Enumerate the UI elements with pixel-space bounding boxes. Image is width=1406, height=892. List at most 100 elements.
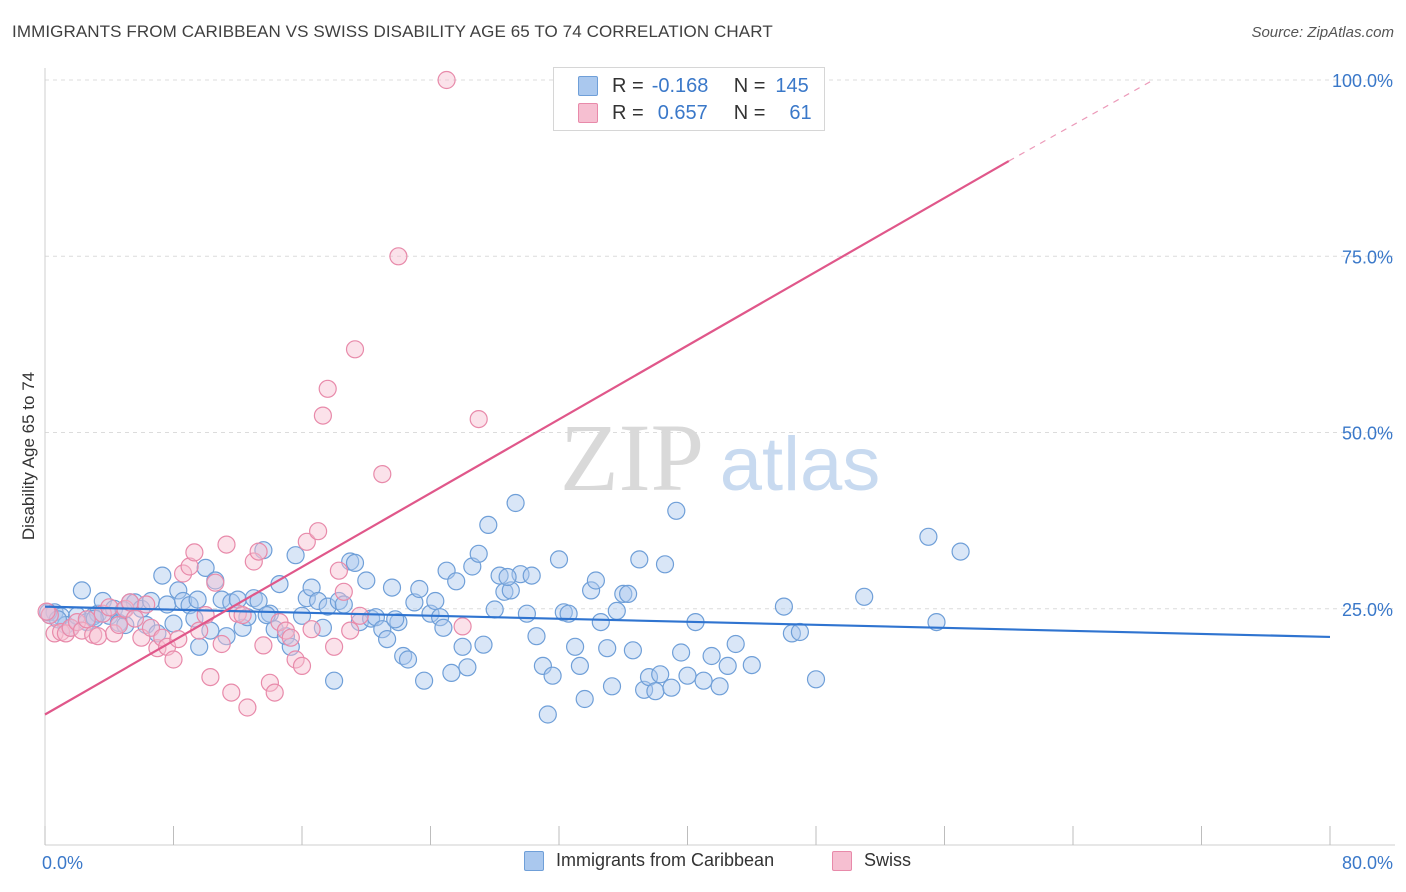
data-point-caribbean [702, 646, 721, 666]
trend-lines [44, 79, 1331, 716]
legend-row-swiss: R = 0.657 N = 61 [578, 100, 812, 126]
data-point-caribbean [618, 584, 638, 604]
data-point-caribbean [598, 639, 617, 658]
data-point-swiss [125, 609, 144, 628]
data-point-caribbean [373, 620, 392, 639]
watermark-atlas: atlas [720, 422, 881, 507]
x-tick-label: 80.0% [1342, 853, 1393, 873]
data-point-caribbean [382, 578, 402, 597]
data-point-caribbean [667, 501, 686, 520]
data-point-caribbean [479, 515, 498, 535]
data-point-caribbean [718, 656, 737, 676]
data-point-swiss [469, 410, 488, 429]
data-point-caribbean [196, 558, 215, 578]
data-point-swiss [77, 610, 96, 629]
legend-r-label: R = [612, 74, 644, 97]
data-point-swiss [437, 70, 456, 90]
y-tick-label: 50.0% [1342, 424, 1393, 444]
data-point-caribbean [495, 582, 514, 601]
data-point-caribbean [164, 614, 183, 633]
legend-r-value: -0.168 [651, 74, 709, 97]
data-point-caribbean [726, 634, 745, 654]
data-point-swiss [281, 628, 300, 647]
data-point-swiss [292, 656, 312, 676]
data-point-swiss [93, 604, 112, 623]
data-point-caribbean [447, 572, 466, 591]
data-point-caribbean [233, 618, 252, 637]
data-point-caribbean [398, 650, 418, 669]
data-point-swiss [302, 620, 321, 639]
data-point-swiss [254, 636, 273, 655]
trend-line-swiss-extension [1008, 79, 1154, 162]
data-point-caribbean [410, 579, 429, 599]
bottom-legend-swatch-pink [832, 850, 852, 871]
data-point-caribbean [357, 571, 376, 590]
data-point-swiss [238, 698, 257, 717]
data-point-caribbean [549, 550, 569, 569]
data-point-swiss [233, 605, 252, 625]
data-point-swiss [260, 673, 279, 692]
data-point-caribbean [602, 677, 622, 696]
y-tick-label: 25.0% [1342, 600, 1393, 620]
data-point-swiss [341, 621, 360, 640]
data-point-caribbean [72, 581, 92, 600]
data-point-swiss [88, 627, 108, 646]
legend-swatch-pink [578, 103, 598, 123]
data-point-caribbean [855, 587, 874, 606]
data-point-caribbean [329, 591, 348, 611]
data-point-swiss [185, 543, 204, 562]
data-point-swiss [329, 561, 348, 580]
data-point-caribbean [474, 635, 493, 654]
data-point-swiss [265, 683, 284, 702]
bottom-legend-swatch-blue [524, 850, 544, 871]
data-point-caribbean [651, 665, 670, 684]
data-point-caribbean [630, 550, 649, 569]
data-point-caribbean [318, 597, 337, 616]
data-point-swiss [345, 340, 365, 359]
data-point-caribbean [591, 612, 610, 632]
data-point-caribbean [517, 604, 537, 623]
data-point-swiss [309, 522, 328, 541]
data-point-caribbean [169, 581, 188, 600]
series-swiss-points [37, 70, 617, 717]
watermark: ZIP atlas [560, 404, 880, 511]
legend-row-caribbean: R = -0.168 N = 145 [578, 73, 809, 99]
data-point-swiss [137, 595, 156, 614]
data-point-caribbean [501, 581, 520, 600]
y-tick-label: 75.0% [1342, 247, 1393, 267]
legend-n-value: 61 [789, 101, 812, 124]
data-point-caribbean [286, 546, 305, 565]
data-point-caribbean [774, 597, 794, 616]
bottom-legend-label-caribbean: Immigrants from Caribbean [556, 850, 775, 870]
data-point-caribbean [742, 655, 761, 675]
grid-lines [45, 79, 1395, 610]
data-point-swiss [373, 465, 392, 484]
data-point-caribbean [662, 678, 681, 697]
data-point-swiss [244, 552, 263, 571]
data-point-caribbean [458, 658, 477, 677]
data-point-swiss [325, 637, 344, 656]
data-point-caribbean [153, 566, 172, 585]
data-point-swiss [389, 247, 408, 266]
data-point-swiss [104, 624, 124, 643]
data-point-caribbean [533, 656, 553, 676]
data-point-caribbean [415, 671, 434, 690]
data-point-caribbean [426, 591, 445, 611]
data-point-swiss [318, 379, 337, 398]
chart-title: IMMIGRANTS FROM CARIBBEAN VS SWISS DISAB… [12, 22, 773, 41]
trend-line-caribbean [44, 605, 1331, 639]
data-point-caribbean [623, 641, 643, 660]
data-point-caribbean [614, 584, 633, 604]
data-point-caribbean [190, 637, 209, 656]
legend-swatch-blue [578, 76, 598, 96]
data-point-caribbean [806, 670, 826, 689]
data-point-caribbean [453, 637, 472, 656]
data-point-swiss [206, 573, 225, 592]
data-point-caribbean [434, 618, 453, 637]
data-point-caribbean [543, 666, 562, 685]
data-point-caribbean [646, 682, 665, 701]
x-tick-label: 0.0% [42, 853, 83, 873]
data-point-caribbean [325, 671, 344, 690]
data-point-caribbean [469, 544, 488, 563]
